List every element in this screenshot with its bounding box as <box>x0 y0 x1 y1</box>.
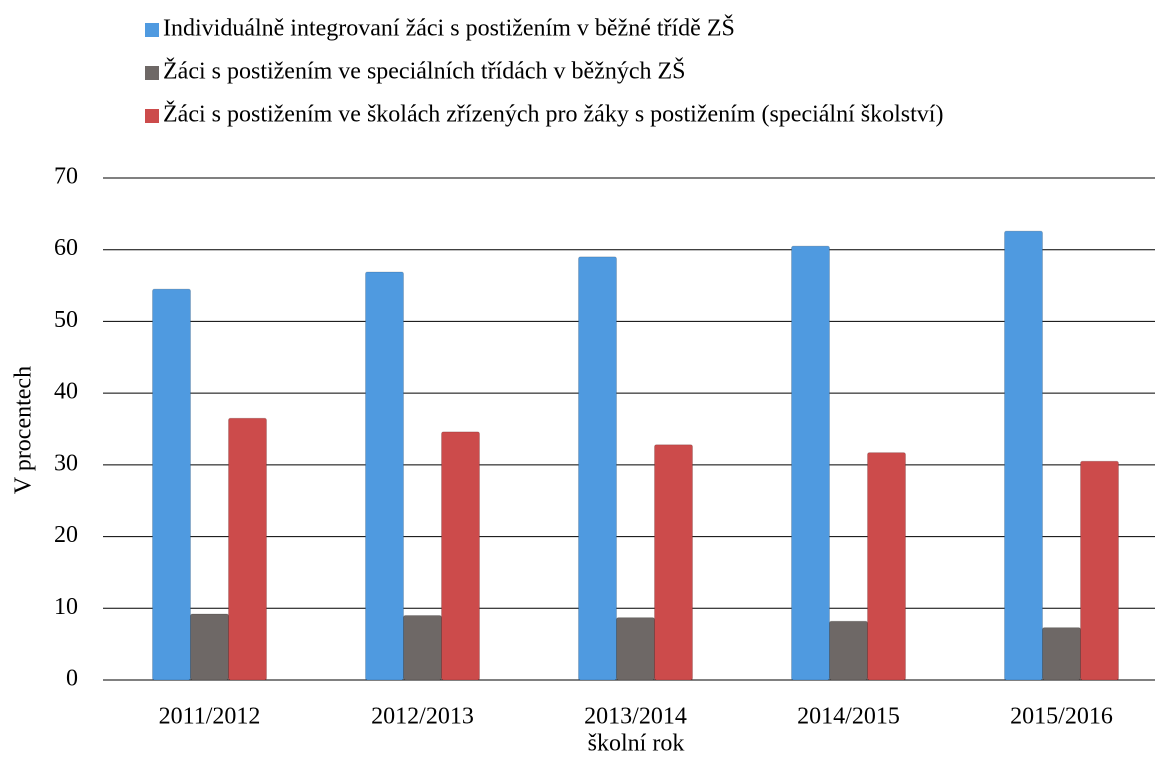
bar <box>1080 460 1119 681</box>
bar <box>1042 627 1081 681</box>
y-tick-label: 30 <box>54 450 78 476</box>
y-tick-label: 20 <box>54 522 78 548</box>
bar <box>616 617 655 681</box>
legend-label: Individuálně integrovaní žáci s postižen… <box>163 15 735 42</box>
x-tick-label: 2011/2012 <box>159 704 261 730</box>
x-axis-label: školní rok <box>588 731 685 757</box>
bar <box>791 245 830 681</box>
bar <box>441 431 480 681</box>
bar <box>403 614 442 681</box>
bar <box>228 417 267 681</box>
bar <box>578 256 617 681</box>
legend-swatch <box>145 23 159 37</box>
x-tick-label: 2012/2013 <box>371 704 474 730</box>
y-tick-label: 40 <box>54 379 78 405</box>
bar <box>867 452 906 681</box>
y-tick-label: 50 <box>54 307 78 333</box>
legend-swatch <box>145 109 159 123</box>
y-tick-label: 60 <box>54 235 78 261</box>
legend-label: Žáci s postižením ve školách zřízených p… <box>163 102 943 128</box>
legend-label: Žáci s postižením ve speciálních třídách… <box>163 58 686 85</box>
y-axis-label: V procentech <box>11 366 37 494</box>
bar <box>654 444 693 681</box>
x-tick-label: 2013/2014 <box>584 704 687 730</box>
x-tick-label: 2015/2016 <box>1010 704 1113 730</box>
bar <box>190 613 229 681</box>
bar <box>1004 230 1043 681</box>
legend-swatch <box>145 66 159 80</box>
bar <box>152 288 191 681</box>
bar <box>365 271 404 681</box>
y-tick-label: 0 <box>66 666 78 692</box>
x-tick-label: 2014/2015 <box>797 704 900 730</box>
y-tick-label: 70 <box>54 164 78 190</box>
y-tick-label: 10 <box>54 594 78 620</box>
bar <box>829 620 868 681</box>
